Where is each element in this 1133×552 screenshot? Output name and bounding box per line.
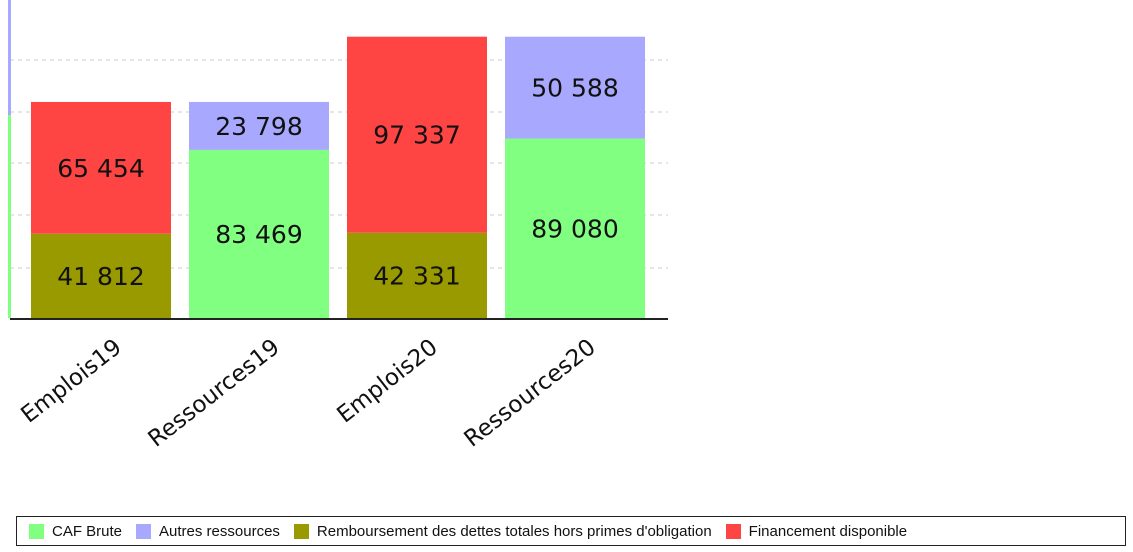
value-label-ressources20-series-1: 50 588 <box>531 74 618 103</box>
x-tick-ressources19: Ressources19 <box>144 334 285 452</box>
legend-swatch-0 <box>29 523 44 539</box>
value-label-ressources20-series-0: 89 080 <box>531 214 618 243</box>
legend-item-1: Autres ressources <box>136 523 280 540</box>
x-tick-emplois19: Emplois19 <box>16 334 126 428</box>
value-label-emplois19-series-3: 65 454 <box>57 154 144 183</box>
legend-label-1: Autres ressources <box>159 522 280 540</box>
legend-swatch-1 <box>136 523 152 539</box>
value-label-ressources19-series-0: 83 469 <box>215 220 302 249</box>
legend-swatch-2 <box>293 523 309 539</box>
bar-group <box>31 36 645 318</box>
legend-label-3: Financement disponible <box>748 522 908 540</box>
cropped-bar-edge <box>8 115 11 318</box>
bar-ressources19-series-1 <box>189 101 329 150</box>
x-tick-labels: Emplois19 Ressources19 Emplois20 Ressources… <box>16 334 600 452</box>
bar-ressources20-series-1 <box>505 36 645 139</box>
stacked-bar-chart: 41 812 65 454 83 469 23 798 42 331 97 337 89 0… <box>8 0 668 452</box>
value-label-emplois19-series-2: 41 812 <box>57 262 144 291</box>
x-tick-emplois20: Emplois20 <box>332 334 442 428</box>
x-tick-ressources20: Ressources20 <box>460 334 601 452</box>
value-label-emplois20-series-2: 42 331 <box>373 261 460 290</box>
legend-item-0: CAF Brute <box>29 523 122 540</box>
bar-emplois19-series-2 <box>31 233 171 318</box>
bar-emplois20-series-3 <box>347 36 487 233</box>
value-label-ressources19-series-1: 23 798 <box>215 112 302 141</box>
legend: CAF Brute Autres ressources Remboursement … <box>16 516 1126 546</box>
legend-item-2: Remboursement des dettes totales hors pr… <box>293 522 712 540</box>
grid-lines <box>8 0 668 318</box>
bar-ressources19-series-0 <box>189 149 329 318</box>
legend-label-0: CAF Brute <box>52 522 123 540</box>
cropped-bar-edge-top <box>8 0 11 115</box>
value-labels: 41 812 65 454 83 469 23 798 42 331 97 337 89 0… <box>57 74 618 291</box>
bar-ressources20-series-0 <box>505 138 645 318</box>
value-label-emplois20-series-3: 97 337 <box>373 121 460 150</box>
bar-emplois20-series-2 <box>347 232 487 318</box>
legend-swatch-3 <box>725 523 741 539</box>
bar-emplois19-series-3 <box>31 101 171 234</box>
legend-item-3: Financement disponible <box>725 522 908 540</box>
legend-label-2: Remboursement des dettes totales hors pr… <box>316 522 712 540</box>
